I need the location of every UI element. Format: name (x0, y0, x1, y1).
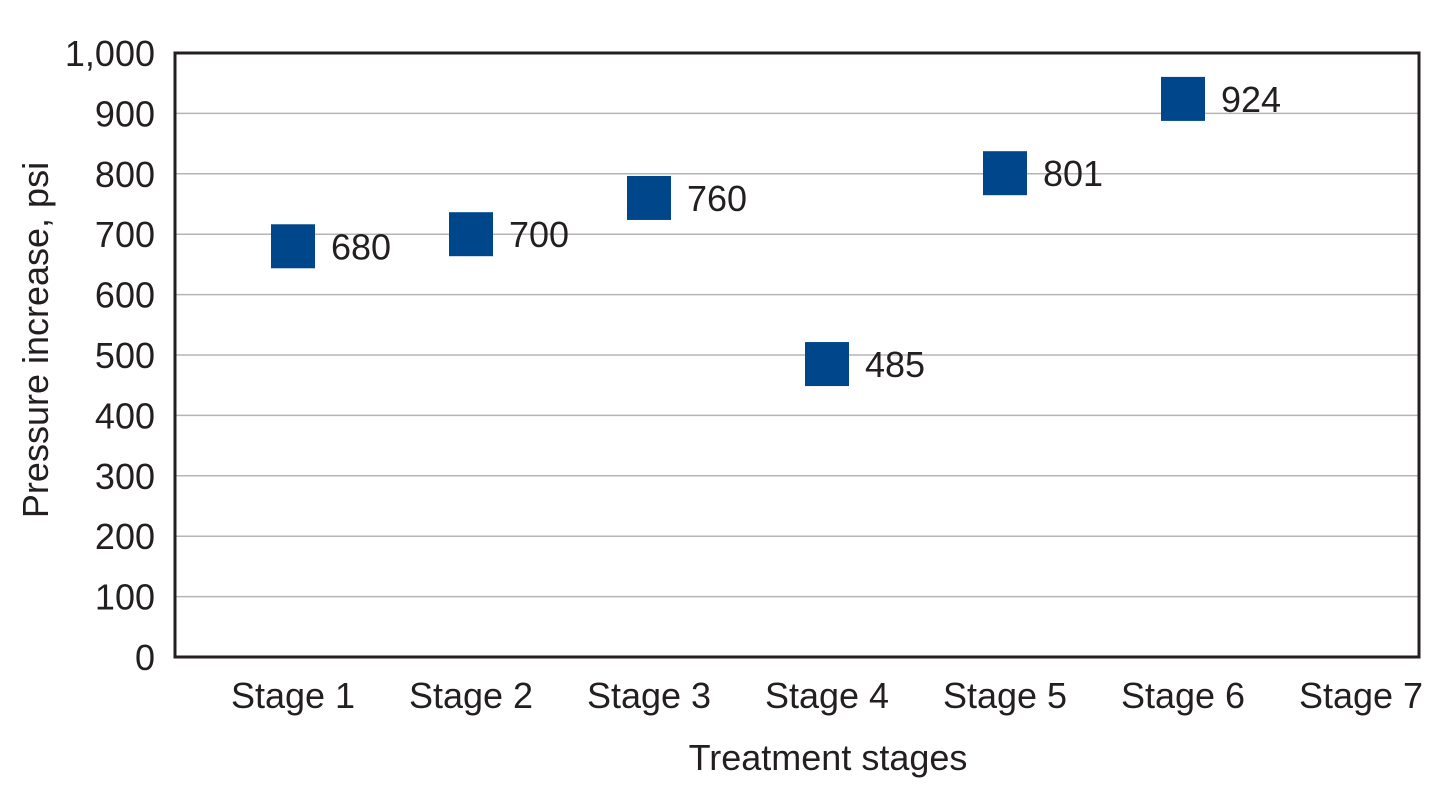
y-tick-label: 400 (95, 395, 155, 436)
gridlines (175, 112, 1419, 598)
x-tick-label: Stage 7 (1299, 675, 1423, 716)
x-tick-label: Stage 4 (765, 675, 889, 716)
data-point-marker (983, 151, 1027, 196)
y-tick-label: 100 (95, 577, 155, 618)
y-axis-title: Pressure increase, psi (15, 162, 56, 518)
data-point-marker (271, 224, 315, 269)
y-tick-label: 600 (95, 275, 155, 316)
data-label: 760 (687, 178, 747, 219)
x-axis-title: Treatment stages (689, 737, 968, 778)
x-tick-label: Stage 2 (409, 675, 533, 716)
y-axis-ticks: 0 100 200 300 400 500 600 700 800 900 1,000 (65, 33, 155, 678)
x-tick-label: Stage 3 (587, 675, 711, 716)
y-tick-label: 300 (95, 456, 155, 497)
data-point-marker (449, 212, 493, 257)
y-tick-label: 1,000 (65, 33, 155, 74)
y-tick-label: 900 (95, 93, 155, 134)
x-tick-label: Stage 5 (943, 675, 1067, 716)
data-label: 801 (1043, 153, 1103, 194)
plot-area-frame (173, 51, 1421, 659)
data-label: 680 (331, 226, 391, 267)
y-tick-label: 200 (95, 516, 155, 557)
data-label: 924 (1221, 79, 1281, 120)
data-point-marker (627, 175, 671, 220)
x-tick-label: Stage 1 (231, 675, 355, 716)
data-point-marker (1161, 76, 1205, 121)
data-points: 680 700 760 485 801 924 (271, 76, 1281, 387)
y-tick-label: 0 (135, 637, 155, 678)
x-axis-ticks: Stage 1 Stage 2 Stage 3 Stage 4 Stage 5 Stage… (231, 675, 1423, 716)
y-tick-label: 500 (95, 335, 155, 376)
data-point-marker (805, 342, 849, 387)
data-label: 485 (865, 344, 925, 385)
data-label: 700 (509, 214, 569, 255)
y-tick-label: 800 (95, 154, 155, 195)
y-tick-label: 700 (95, 214, 155, 255)
x-tick-label: Stage 6 (1121, 675, 1245, 716)
